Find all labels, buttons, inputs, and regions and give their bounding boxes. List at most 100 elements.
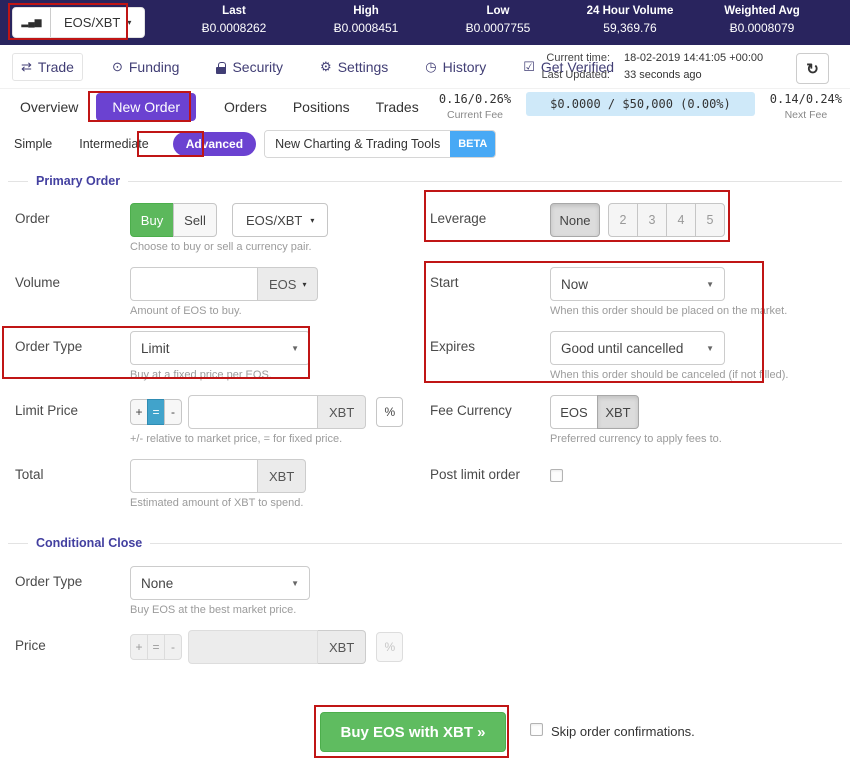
nav-item-trade[interactable]: ⇄ Trade <box>12 52 83 81</box>
post-limit-checkbox[interactable] <box>550 469 563 482</box>
total-help: Estimated amount of XBT to spend. <box>130 497 304 509</box>
main-navbar: ⇄ Trade ⊙ Funding Security ⚙ Settings ◷ … <box>0 45 850 89</box>
stat-value: Ƀ0.0008451 <box>333 21 399 35</box>
start-select[interactable]: Now ▼ <box>550 267 725 301</box>
current-fee-block: 0.16/0.26% Current Fee <box>439 92 511 121</box>
skip-confirmations-label: Skip order confirmations. <box>551 724 695 739</box>
leverage-3-button[interactable]: 3 <box>637 203 667 237</box>
cc-price-input[interactable] <box>188 630 318 664</box>
minus-button[interactable]: - <box>164 399 182 425</box>
tab-positions[interactable]: Positions <box>292 99 350 115</box>
order-label: Order <box>15 211 50 226</box>
post-limit-row: Post limit order <box>430 459 842 523</box>
leverage-row: Leverage None 2 3 4 5 <box>430 203 842 267</box>
nav-item-get-verified[interactable]: ☑ Get Verified <box>515 54 622 80</box>
price-relative-toggle: + = - <box>130 399 182 425</box>
refresh-icon: ↻ <box>806 60 819 78</box>
expires-label: Expires <box>430 339 476 354</box>
plus-button[interactable]: + <box>130 399 148 425</box>
equals-button[interactable]: = <box>147 399 165 425</box>
nav-item-history[interactable]: ◷ History <box>417 54 494 80</box>
tab-orders[interactable]: Orders <box>224 99 267 115</box>
stat-value: Ƀ0.0008262 <box>201 21 267 35</box>
expires-selected-value: Good until cancelled <box>561 340 684 356</box>
fee-currency-xbt-button[interactable]: XBT <box>597 395 639 429</box>
fee-area: 0.16/0.26% Current Fee $0.0000 / $50,000… <box>439 92 842 121</box>
refresh-button[interactable]: ↻ <box>796 53 829 84</box>
clock-icon: ◷ <box>425 59 437 74</box>
cc-order-type-help: Buy EOS at the best market price. <box>130 604 297 616</box>
buy-submit-button[interactable]: Buy EOS with XBT » <box>320 712 506 752</box>
leverage-2-button[interactable]: 2 <box>608 203 638 237</box>
expires-select[interactable]: Good until cancelled ▼ <box>550 331 725 365</box>
stat-value: Ƀ0.0007755 <box>465 21 531 35</box>
volume-input[interactable] <box>130 267 258 301</box>
tab-new-order[interactable]: New Order <box>96 93 197 121</box>
cc-price-relative-toggle: + = - <box>130 634 182 660</box>
nav-item-security[interactable]: Security <box>208 54 291 80</box>
limit-price-label: Limit Price <box>15 403 79 418</box>
stat-label: Low <box>486 5 510 17</box>
current-fee-value: 0.16/0.26% <box>438 92 512 106</box>
chart-toggle-button[interactable]: ▂▄▆ <box>13 8 51 37</box>
ticker-stat-volume: 24 Hour Volume 59,369.76 <box>564 5 696 43</box>
primary-order-legend: Primary Order <box>28 174 129 188</box>
stat-label: Last <box>222 5 246 17</box>
primary-order-section: Primary Order Order Buy Sell EOS/XBT ▾ C… <box>8 174 842 523</box>
mode-simple[interactable]: Simple <box>14 137 53 151</box>
volume-currency-label: EOS <box>269 276 297 292</box>
cc-order-type-label: Order Type <box>15 574 83 589</box>
start-help: When this order should be placed on the … <box>550 305 788 317</box>
fee-currency-eos-button[interactable]: EOS <box>550 395 598 429</box>
mode-advanced[interactable]: Advanced <box>172 132 257 156</box>
expires-row: Expires Good until cancelled ▼ When this… <box>430 331 842 395</box>
volume-currency-dropdown[interactable]: EOS ▾ <box>258 267 319 301</box>
cc-price-currency-addon: XBT <box>318 630 367 664</box>
pair-selector-dropdown[interactable]: EOS/XBT ▾ <box>51 8 145 37</box>
fee-currency-help: Preferred currency to apply fees to. <box>550 433 722 445</box>
cc-order-type-select[interactable]: None ▼ <box>130 566 310 600</box>
leverage-4-button[interactable]: 4 <box>666 203 696 237</box>
mode-intermediate[interactable]: Intermediate <box>79 137 149 151</box>
cc-plus-button[interactable]: + <box>130 634 148 660</box>
caret-down-icon: ▾ <box>310 215 315 225</box>
order-tabs: Overview New Order Orders Positions Trad… <box>14 92 425 122</box>
tab-trades[interactable]: Trades <box>375 99 419 115</box>
nav-label: Funding <box>128 58 180 75</box>
cc-order-type-row: Order Type None ▼ Buy EOS at the best ma… <box>15 566 842 630</box>
start-row: Start Now ▼ When this order should be pl… <box>430 267 842 331</box>
buy-button[interactable]: Buy <box>130 203 174 237</box>
order-pair-dropdown[interactable]: EOS/XBT ▾ <box>232 203 329 237</box>
leverage-none-button[interactable]: None <box>550 203 600 237</box>
new-charting-tools-button[interactable]: New Charting & Trading Tools BETA <box>264 130 497 158</box>
ticker-stat-weighted-avg: Weighted Avg Ƀ0.0008079 <box>696 5 828 43</box>
limit-price-input[interactable] <box>188 395 318 429</box>
fee-volume-badge: $0.0000 / $50,000 (0.00%) <box>526 92 755 116</box>
ticker-bar: ▂▄▆ EOS/XBT ▾ Last Ƀ0.0008262 High Ƀ0.00… <box>0 0 850 45</box>
cc-minus-button[interactable]: - <box>164 634 182 660</box>
order-type-select[interactable]: Limit ▼ <box>130 331 310 365</box>
tab-overview[interactable]: Overview <box>20 99 79 115</box>
sell-button[interactable]: Sell <box>173 203 217 237</box>
total-label: Total <box>15 467 44 482</box>
total-row: Total XBT Estimated amount of XBT to spe… <box>15 459 430 523</box>
beta-badge: BETA <box>450 131 496 157</box>
nav-item-funding[interactable]: ⊙ Funding <box>104 54 188 80</box>
skip-confirmations-checkbox[interactable] <box>530 723 543 736</box>
fee-currency-label: Fee Currency <box>430 403 512 418</box>
time-block: Current time: 18-02-2019 14:41:05 +00:00… <box>538 52 764 86</box>
leverage-5-button[interactable]: 5 <box>695 203 725 237</box>
limit-price-percent-button[interactable]: % <box>376 397 404 427</box>
mode-selector: Simple Intermediate Advanced New Chartin… <box>14 130 497 158</box>
next-fee-label: Next Fee <box>784 109 828 121</box>
cc-percent-button[interactable]: % <box>376 632 404 662</box>
conditional-close-grid: Order Type None ▼ Buy EOS at the best ma… <box>8 544 842 694</box>
start-selected-value: Now <box>561 276 589 292</box>
exchange-arrows-icon: ⇄ <box>21 59 32 74</box>
nav-item-settings[interactable]: ⚙ Settings <box>312 54 396 80</box>
cc-equals-button[interactable]: = <box>147 634 165 660</box>
next-fee-block: 0.14/0.24% Next Fee <box>770 92 842 121</box>
total-input[interactable] <box>130 459 258 493</box>
pair-widget: ▂▄▆ EOS/XBT ▾ <box>12 7 146 38</box>
